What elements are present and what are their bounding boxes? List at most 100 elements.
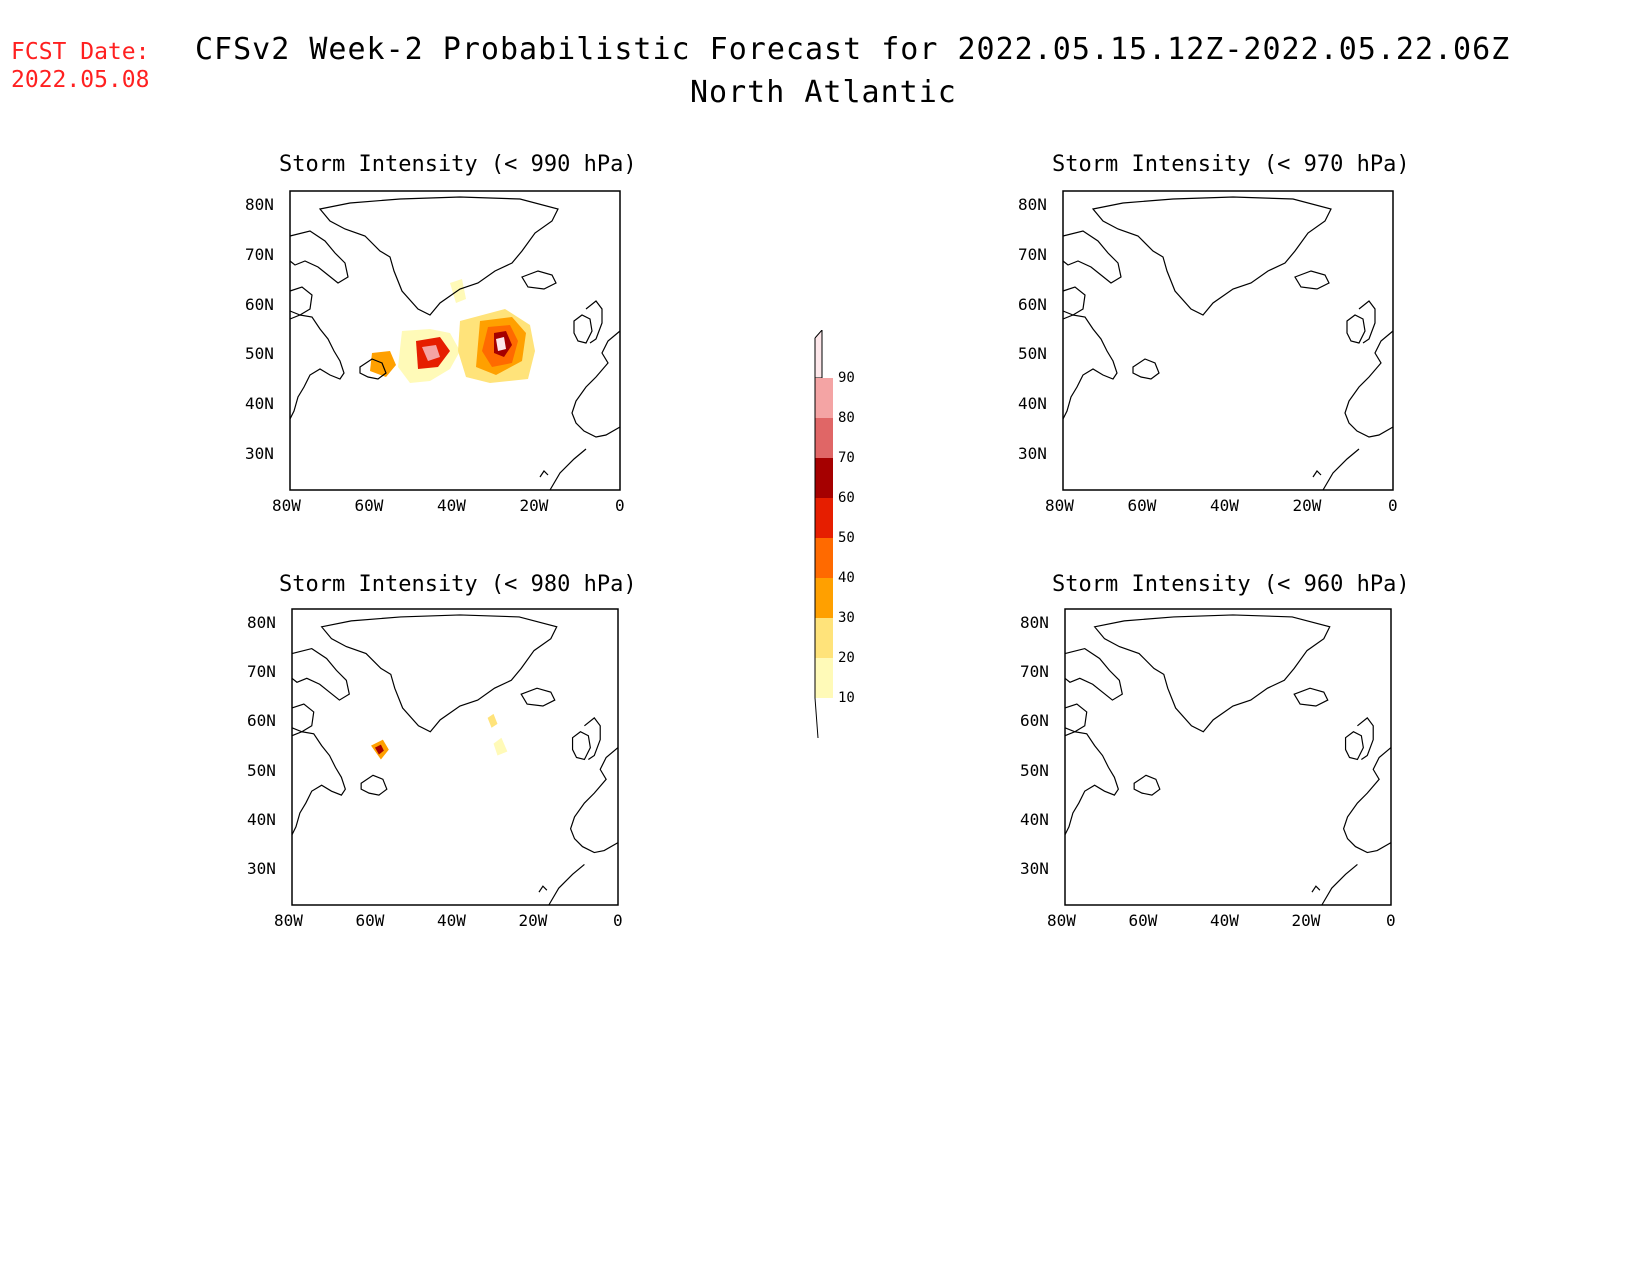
coastline: [1062, 314, 1118, 420]
lat-tick-label: 40N: [1018, 394, 1047, 414]
coastline: [291, 647, 350, 701]
coastline: [1312, 470, 1322, 478]
colorbar-segment: [815, 378, 833, 418]
lon-tick-label: 80W: [1045, 496, 1074, 515]
lat-tick-label: 70N: [1020, 662, 1049, 682]
coastline: [1294, 270, 1330, 290]
coastline: [1358, 300, 1376, 344]
panel-title-970: Storm Intensity (< 970 hPa): [1052, 152, 1410, 177]
lon-tick-label: 40W: [437, 496, 466, 515]
lon-tick-label: 0: [1386, 911, 1396, 930]
probability-colorbar: [814, 330, 833, 739]
coastline: [1357, 717, 1374, 760]
map-frame: [1062, 190, 1394, 491]
colorbar-segment: [815, 618, 833, 658]
lat-tick-label: 80N: [1018, 195, 1047, 214]
lat-tick-label: 40N: [245, 394, 274, 414]
map-frame: [289, 190, 621, 491]
lat-tick-label: 70N: [247, 662, 276, 682]
coastline: [359, 358, 387, 380]
coastline: [539, 470, 549, 478]
lon-tick-label: 60W: [354, 496, 384, 515]
map-background: [1065, 609, 1391, 905]
coastline: [291, 731, 346, 835]
coastline: [548, 863, 585, 906]
lat-tick-label: 30N: [245, 444, 274, 464]
coastline: [584, 717, 601, 760]
lon-tick-label: 60W: [355, 911, 385, 930]
coastline: [1321, 863, 1358, 906]
panel-title-960: Storm Intensity (< 960 hPa): [1052, 572, 1410, 597]
coastline: [1091, 196, 1332, 316]
colorbar-segment: [815, 538, 833, 578]
coastline: [1093, 614, 1331, 733]
lat-tick-label: 30N: [247, 859, 276, 879]
lon-tick-label: 20W: [1292, 496, 1322, 515]
fcst-date-caption: FCST Date:: [11, 39, 150, 65]
lon-tick-label: 40W: [437, 911, 466, 930]
lat-tick-label: 70N: [1018, 244, 1047, 264]
coastline: [289, 286, 313, 316]
lat-tick-label: 50N: [245, 344, 274, 364]
coastline: [571, 330, 621, 438]
main-title: CFSv2 Week-2 Probabilistic Forecast for …: [195, 32, 1511, 67]
colorbar-tick-label: 40: [838, 570, 855, 586]
panel-title-990: Storm Intensity (< 990 hPa): [279, 152, 637, 177]
coastline: [320, 614, 558, 733]
colorbar-tick-label: 20: [838, 650, 855, 666]
lon-tick-label: 80W: [272, 496, 301, 515]
coastline: [538, 885, 548, 893]
coastline: [549, 448, 587, 491]
map-panel-970: [1062, 190, 1394, 491]
coastline: [1322, 448, 1360, 491]
lon-tick-label: 20W: [1291, 911, 1321, 930]
lon-tick-label: 0: [1388, 496, 1398, 515]
colorbar-segment: [815, 458, 833, 498]
colorbar-tick-label: 30: [838, 610, 855, 626]
lon-tick-label: 60W: [1128, 911, 1158, 930]
lat-tick-label: 70N: [245, 244, 274, 264]
prob-90-area: [496, 337, 506, 351]
coastline: [569, 747, 619, 854]
prob-10-area: [493, 737, 508, 756]
lon-tick-label: 0: [615, 496, 625, 515]
map-panel-980: [291, 608, 619, 906]
panel-title-980: Storm Intensity (< 980 hPa): [279, 572, 637, 597]
lat-tick-label: 60N: [1020, 711, 1049, 731]
coastline: [521, 270, 557, 290]
coastline: [289, 230, 349, 284]
lat-tick-label: 40N: [247, 809, 276, 829]
colorbar-tick-label: 10: [838, 690, 855, 706]
coastline: [1311, 885, 1321, 893]
colorbar-segment: [815, 578, 833, 618]
lon-tick-label: 20W: [518, 911, 548, 930]
coastline: [1342, 747, 1392, 854]
lat-tick-label: 80N: [1020, 613, 1049, 632]
colorbar-tick-label: 80: [838, 410, 855, 426]
lat-tick-label: 50N: [1018, 344, 1047, 364]
coastline: [1133, 774, 1161, 796]
map-background: [290, 191, 620, 490]
lat-tick-label: 60N: [245, 294, 274, 314]
coastline: [1293, 687, 1329, 707]
map-background: [292, 609, 618, 905]
colorbar-tick-label: 50: [838, 530, 855, 546]
coastline: [1344, 330, 1394, 438]
lat-tick-label: 30N: [1020, 859, 1049, 879]
colorbar-tick-label: 70: [838, 450, 855, 466]
coastline: [1346, 314, 1366, 344]
lat-tick-label: 60N: [1018, 294, 1047, 314]
coastline: [1064, 703, 1088, 733]
colorbar-top-cap: [814, 330, 823, 379]
lat-tick-label: 80N: [247, 613, 276, 632]
coastline: [289, 314, 345, 420]
lat-tick-label: 50N: [247, 760, 276, 780]
colorbar-segment: [815, 498, 833, 538]
forecast-date-label: FCST Date: 2022.05.08: [11, 38, 149, 94]
coastline: [1062, 230, 1122, 284]
lat-tick-label: 50N: [1020, 760, 1049, 780]
coastline: [1064, 647, 1123, 701]
lon-tick-label: 40W: [1210, 911, 1239, 930]
map-panel-990: [289, 190, 621, 491]
region-subtitle: North Atlantic: [690, 75, 957, 110]
